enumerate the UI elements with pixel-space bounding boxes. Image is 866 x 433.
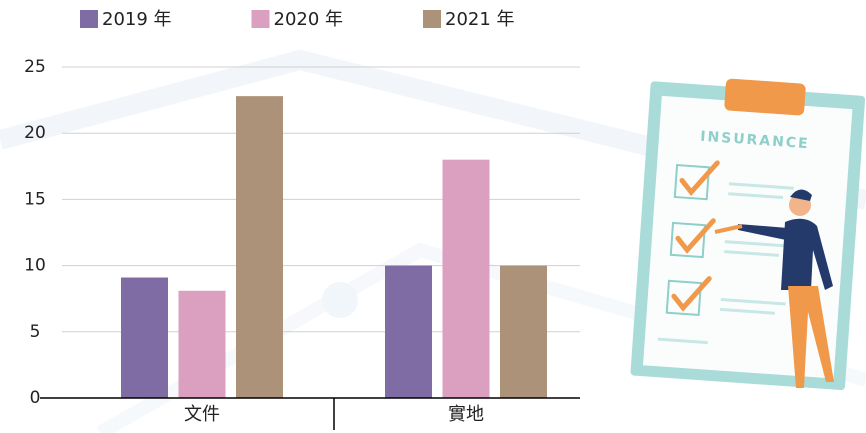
bar: [385, 265, 432, 398]
bar: [236, 96, 283, 399]
legend-label: 2019 年: [102, 9, 172, 30]
y-tick-label: 5: [30, 322, 41, 342]
y-tick-label: 10: [24, 256, 46, 276]
legend-swatch: [80, 10, 98, 28]
x-tick-label: 文件: [184, 404, 220, 425]
bar: [121, 277, 168, 398]
bar: [500, 265, 547, 398]
legend-label: 2021 年: [445, 9, 515, 30]
y-tick-label: 25: [24, 57, 46, 77]
legend-swatch: [423, 10, 441, 28]
bar: [178, 290, 226, 398]
bar: [442, 159, 490, 398]
y-tick-label: 0: [30, 388, 41, 408]
y-tick-label: 20: [24, 123, 46, 143]
legend-swatch: [251, 10, 270, 28]
y-tick-label: 15: [24, 189, 46, 209]
x-tick-label: 實地: [448, 404, 484, 425]
illustration-label: INSURANCE: [700, 129, 810, 153]
legend-label: 2020 年: [274, 9, 344, 30]
person: [714, 189, 834, 388]
